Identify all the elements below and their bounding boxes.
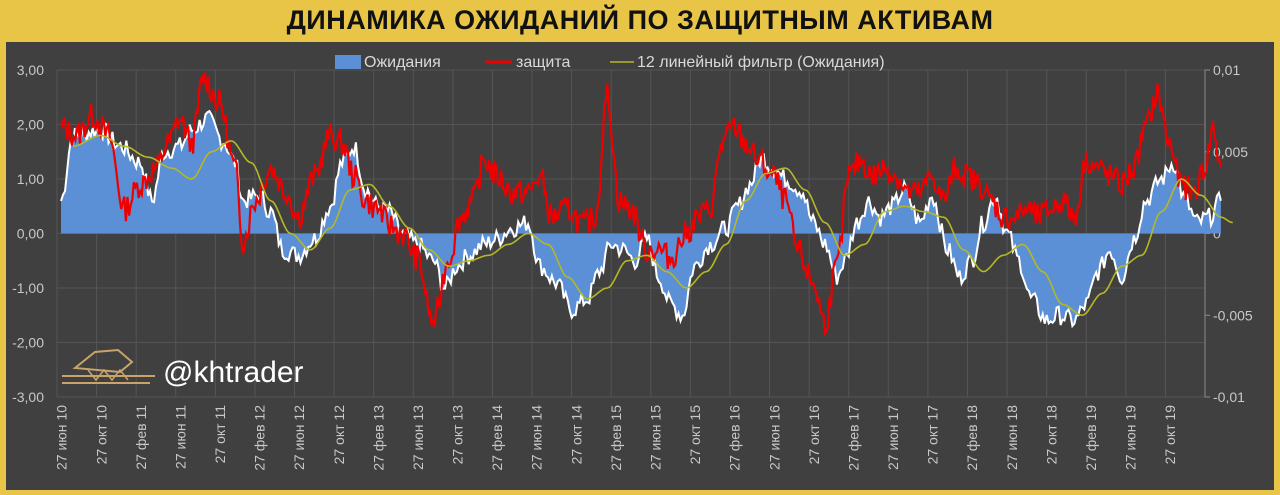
filter-line	[72, 134, 1233, 317]
x-tick: 27 июн 18	[1004, 405, 1020, 470]
legend-label-protection: защита	[516, 54, 570, 71]
legend-label-expectations: Ожидания	[364, 54, 441, 71]
x-tick: 27 окт 10	[93, 405, 109, 465]
x-tick: 27 июн 11	[172, 405, 188, 469]
y-left-tick: -2,00	[12, 335, 44, 351]
legend-label-filter: 12 линейный фильтр (Ожидания)	[637, 54, 885, 71]
x-tick: 27 фев 16	[727, 405, 743, 471]
x-tick: 27 июн 15	[647, 405, 663, 470]
y-right-tick: -0,01	[1213, 389, 1245, 405]
y-left-tick: 3,00	[17, 62, 44, 78]
y-left-tick: 0,00	[17, 226, 44, 242]
x-tick: 27 июн 13	[410, 405, 426, 470]
series-protection-line	[59, 72, 1222, 337]
watermark-text: @khtrader	[163, 356, 304, 389]
series-filter-line	[72, 134, 1233, 317]
legend-swatch-expectations	[335, 55, 361, 69]
left-axis: 3,00 2,00 1,00 0,00 -1,00 -2,00 -3,00	[12, 62, 44, 405]
protection-line	[59, 72, 1222, 337]
x-tick: 27 фев 12	[252, 405, 268, 471]
x-tick: 27 июн 12	[291, 405, 307, 470]
legend: Ожидания защита 12 линейный фильтр (Ожид…	[335, 54, 885, 71]
x-tick: 27 июн 16	[766, 405, 782, 470]
y-right-tick: 0,01	[1213, 62, 1240, 78]
x-axis: 27 июн 10 27 окт 10 27 фев 11 27 июн 11 27 о…	[54, 405, 1178, 471]
expectations-line	[60, 109, 1222, 329]
x-tick: 27 июн 14	[529, 405, 545, 470]
y-left-tick: -3,00	[12, 389, 44, 405]
logo-icon	[62, 348, 155, 384]
x-tick: 27 окт 18	[1043, 405, 1059, 465]
x-tick: 27 июн 19	[1123, 405, 1139, 470]
x-tick: 27 окт 12	[331, 405, 347, 465]
x-tick: 27 июн 17	[885, 405, 901, 470]
x-tick: 27 фев 15	[608, 405, 624, 471]
x-tick: 27 фев 14	[489, 405, 505, 471]
y-left-tick: -1,00	[12, 280, 44, 296]
y-left-tick: 1,00	[17, 171, 44, 187]
x-tick: 27 окт 15	[687, 405, 703, 465]
y-right-tick: -0,005	[1213, 307, 1253, 323]
x-tick: 27 фев 13	[370, 405, 386, 471]
chart-title: ДИНАМИКА ОЖИДАНИЙ ПО ЗАЩИТНЫМ АКТИВАМ	[286, 4, 994, 35]
y-right-tick: 0,005	[1213, 144, 1248, 160]
x-tick: 27 окт 11	[212, 405, 228, 464]
y-left-tick: 2,00	[17, 117, 44, 133]
x-tick: 27 окт 19	[1162, 405, 1178, 465]
x-tick: 27 фев 19	[1083, 405, 1099, 471]
x-tick: 27 фев 17	[845, 405, 861, 471]
x-tick: 27 окт 17	[925, 405, 941, 465]
x-tick: 27 окт 13	[450, 405, 466, 465]
x-tick: 27 окт 14	[568, 405, 584, 465]
x-tick: 27 окт 16	[806, 405, 822, 465]
x-tick: 27 фев 11	[133, 405, 149, 470]
x-tick: 27 фев 18	[964, 405, 980, 471]
x-tick: 27 июн 10	[54, 405, 70, 470]
